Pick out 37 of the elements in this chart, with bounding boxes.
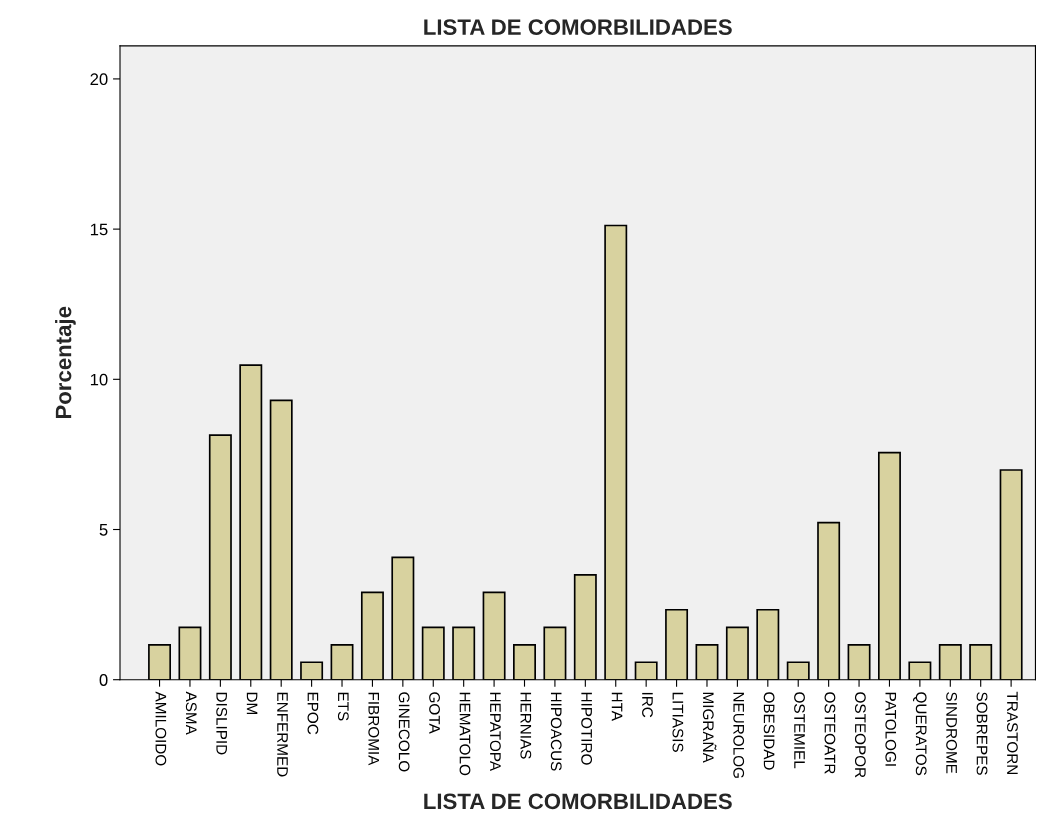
x-tick-label: OSTEOATR <box>824 692 836 774</box>
x-tick-label: FIBROMIA <box>368 692 380 766</box>
x-tick-label: DM <box>246 692 258 715</box>
x-tick-label: HEMATOLO <box>459 692 471 776</box>
y-tick-label: 20 <box>90 73 108 86</box>
x-tick-label: HIPOTIRO <box>581 692 593 765</box>
x-tick-label: EPOC <box>307 692 319 735</box>
chart-title: LISTA DE COMORBILIDADES <box>424 19 732 35</box>
x-tick-label: GOTA <box>429 692 440 734</box>
x-tick-label: PATOLOGI <box>885 692 897 766</box>
x-axis-title: LISTA DE COMORBILIDADES <box>424 793 732 810</box>
x-tick-label: MIGRAÑA <box>702 692 717 763</box>
x-tick-label: ENFERMED <box>277 692 288 777</box>
x-tick-label: OBESIDAD <box>763 692 775 770</box>
x-tick-label: SINDROME <box>946 692 958 774</box>
x-tick-label: QUERATOS <box>913 692 927 776</box>
x-tick-label: HIPOACUS <box>550 692 562 771</box>
x-tick-label: IRC <box>642 692 653 718</box>
x-tick-label: GINECOLO <box>398 692 410 772</box>
x-tick-label: HEPATOPA <box>489 692 501 772</box>
x-tick-label: LITIASIS <box>672 692 684 752</box>
y-tick-label: 0 <box>99 674 108 686</box>
y-tick-label: 5 <box>99 524 108 536</box>
x-tick-label: HERNIAS <box>520 692 532 759</box>
x-tick-label: NEUROLOG <box>733 692 745 778</box>
x-tick-label: TRASTORN <box>1007 691 1018 775</box>
x-tick-label: ASMA <box>185 691 197 735</box>
y-tick-label: 15 <box>90 223 108 236</box>
y-axis-title: Porcentaje <box>55 306 76 419</box>
x-tick-label: HTA <box>611 692 623 721</box>
x-tick-label: AMILOIDO <box>155 691 167 766</box>
x-tick-label: OSTEMIEL <box>794 692 805 769</box>
x-tick-label: OSTEOPOR <box>854 692 866 778</box>
x-tick-label: DISLIPID <box>216 692 228 755</box>
y-tick-label: 10 <box>90 373 108 386</box>
x-tick-label: SOBREPES <box>976 692 988 775</box>
x-tick-label: ETS <box>337 692 349 721</box>
